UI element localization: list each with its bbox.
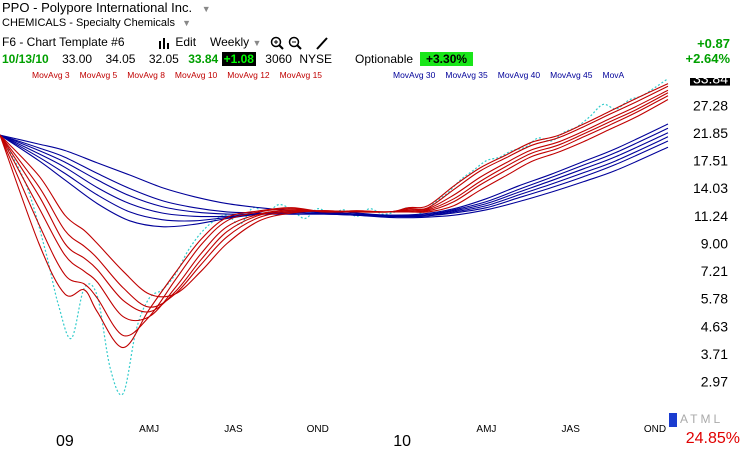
quote-row: 10/13/10 33.00 34.05 32.05 33.84 +1.08 3… <box>2 52 332 66</box>
scale-letter-m[interactable]: M <box>700 412 714 426</box>
y-tick-label: 4.63 <box>701 318 728 334</box>
y-tick-label: 3.71 <box>701 346 728 362</box>
scale-letter-l[interactable]: L <box>713 412 724 426</box>
zoom-out-button[interactable] <box>288 35 302 50</box>
sector-row: CHEMICALS - Specialty Chemicals ▼ <box>2 17 191 29</box>
title-dropdown-icon[interactable]: ▼ <box>201 4 211 14</box>
x-tick-label: JAS <box>562 424 581 435</box>
company-name: Polypore International Inc. <box>41 0 193 15</box>
sector-label: CHEMICALS - Specialty Chemicals <box>2 17 175 29</box>
y-tick-label: 21.85 <box>693 125 728 141</box>
legend-blue-item-3: MovAvg 45 <box>550 70 593 80</box>
x-tick-label: 09 <box>56 433 74 450</box>
price-chart[interactable]: 33.84 27.28 21.85 17.51 14.03 11.24 9.00 7.21 5.… <box>0 78 742 450</box>
bar-chart-icon <box>159 37 169 49</box>
zoom-in-button[interactable] <box>270 35 284 50</box>
change-right: +0.87 <box>697 36 730 51</box>
legend-blue-item-2: MovAvg 40 <box>497 70 541 80</box>
template-label[interactable]: F6 - Chart Template #6 <box>2 35 125 49</box>
y-tick-label: 27.28 <box>693 97 728 113</box>
title-separator: - <box>33 0 38 15</box>
ma-line-red-5 <box>0 99 669 298</box>
y-tick-label: 7.21 <box>701 263 728 279</box>
quote-volume: 3060 <box>265 52 292 66</box>
edit-button[interactable]: Edit <box>158 35 196 49</box>
legend-partial-60: 60 <box>734 78 742 79</box>
x-tick-label: AMJ <box>476 424 496 435</box>
x-tick-label: 10 <box>393 433 411 450</box>
x-tick-label: AMJ <box>139 424 159 435</box>
scale-bar <box>669 413 677 427</box>
legend-red-item-0: MovAvg 3 <box>32 70 70 80</box>
x-tick-label: OND <box>644 424 666 435</box>
x-tick-label: JAS <box>224 424 243 435</box>
pct-change-box: +3.30% <box>420 52 474 66</box>
ma-line-red-4 <box>0 95 669 308</box>
y-tick-label: 14.03 <box>693 180 728 196</box>
legend-blue-partial: MovA <box>602 70 625 80</box>
ma-legend-blue: MovAvg 30 MovAvg 35 MovAvg 40 MovAvg 45 MovA <box>393 70 624 80</box>
quote-low: 32.05 <box>148 52 179 66</box>
legend-blue-item-1: MovAvg 35 <box>445 70 488 80</box>
quote-open: 33.00 <box>62 52 93 66</box>
legend-red-item-5: MovAvg 15 <box>279 70 323 80</box>
y-tick-label: 2.97 <box>701 374 728 390</box>
ma-line-blue-5 <box>0 134 669 219</box>
y-tick-current: 33.84 <box>693 78 728 87</box>
ma-legend-red: MovAvg 3 MovAvg 5 MovAvg 8 MovAvg 10 MovAvg … <box>32 70 332 80</box>
price-line <box>0 78 669 396</box>
x-tick-label: OND <box>307 424 329 435</box>
scale-indicator <box>669 413 677 427</box>
quote-date: 10/13/10 <box>2 52 49 66</box>
pencil-icon <box>316 37 328 50</box>
pct-change-value: +3.30% <box>420 52 474 66</box>
template-select[interactable]: F6 - Chart Template #6 <box>2 35 125 49</box>
period-label: Weekly <box>210 35 250 49</box>
period-select[interactable]: Weekly ▼ <box>210 35 261 49</box>
y-tick-label: 9.00 <box>701 236 728 252</box>
quote-close: 33.84 <box>188 52 219 66</box>
ma-line-blue-3 <box>0 134 669 218</box>
zoom-in-icon <box>270 36 284 50</box>
scale-letters[interactable]: ATML <box>680 412 723 426</box>
quote-high: 34.05 <box>105 52 136 66</box>
title-bar: PPO - Polypore International Inc. ▼ <box>2 0 211 15</box>
zoom-out-icon <box>288 36 302 50</box>
period-dropdown-icon: ▼ <box>252 38 262 48</box>
ma-line-blue-4 <box>0 134 669 218</box>
legend-red-item-3: MovAvg 10 <box>174 70 218 80</box>
legend-blue-item-0: MovAvg 30 <box>393 70 436 80</box>
pct-change-right: +2.64% <box>685 51 730 66</box>
optionable-label: Optionable <box>355 52 414 66</box>
symbol[interactable]: PPO <box>2 0 30 15</box>
legend-red-item-1: MovAvg 5 <box>79 70 118 80</box>
edit-label: Edit <box>175 35 197 49</box>
current-price-box <box>690 78 730 86</box>
quote-change: +1.08 <box>221 52 256 66</box>
ma-line-red-2 <box>0 89 669 322</box>
scale-letter-a[interactable]: A <box>680 412 691 426</box>
y-tick-label: 17.51 <box>693 153 728 169</box>
bottom-pct-change: 24.85% <box>685 430 740 447</box>
legend-red-item-4: MovAvg 12 <box>227 70 270 80</box>
ma-line-red-3 <box>0 92 669 313</box>
sector-dropdown-icon[interactable]: ▼ <box>182 18 191 28</box>
draw-tool-button[interactable] <box>315 35 329 50</box>
y-tick-label: 5.78 <box>701 291 728 307</box>
quote-exchange: NYSE <box>299 52 333 66</box>
legend-red-item-2: MovAvg 8 <box>127 70 165 80</box>
scale-letter-t[interactable]: T <box>690 412 701 426</box>
y-tick-label: 11.24 <box>694 208 728 224</box>
